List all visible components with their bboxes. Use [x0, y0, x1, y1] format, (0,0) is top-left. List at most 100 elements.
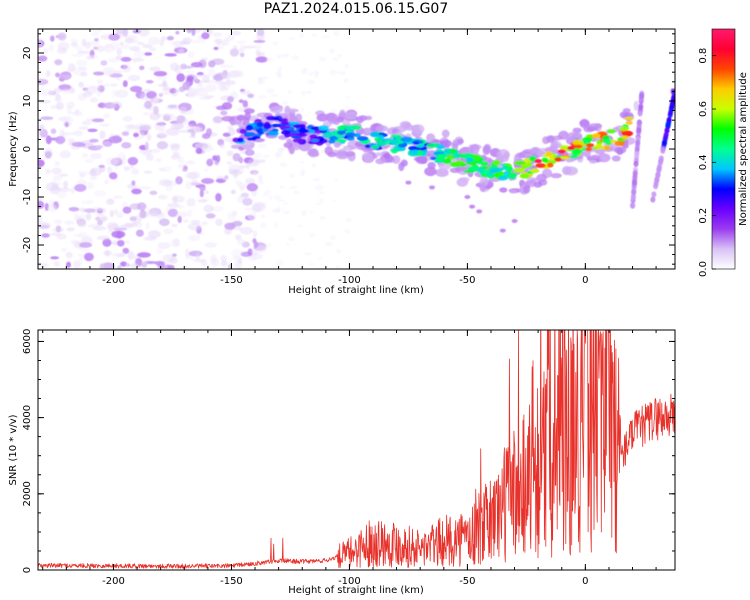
colorbar-frame	[711, 28, 736, 270]
spectrogram-blob	[167, 264, 175, 269]
spectrogram-blob	[519, 173, 530, 179]
spectrogram-blob	[550, 172, 562, 179]
spectrogram-blob	[671, 94, 675, 101]
spectrogram-blob	[125, 263, 131, 267]
spectrogram-blob	[166, 35, 174, 41]
spectrogram-blob	[129, 45, 141, 52]
spectrogram-blob	[157, 242, 171, 250]
spectrogram-blob	[132, 58, 137, 64]
y-tick-label: 0	[22, 146, 33, 152]
spectrogram-y-ticks: 20 10 0 -10 -20	[22, 29, 675, 269]
spectrogram-blob	[184, 70, 196, 74]
spectrogram-blob	[96, 89, 102, 97]
spectrogram-blob	[66, 261, 71, 268]
spectrogram-blob	[190, 219, 201, 225]
spectrogram-blob	[60, 115, 74, 124]
spectrogram-blob	[242, 100, 249, 108]
spectrogram-blob	[182, 168, 188, 172]
x-tick-label: -150	[220, 576, 243, 587]
spectrogram-blob	[173, 89, 182, 93]
spectrogram-blob	[212, 116, 223, 124]
spectrogram-blob	[318, 257, 322, 261]
spectrogram-blob	[188, 91, 196, 99]
spectrogram-blob	[68, 206, 80, 212]
spectrogram-blob	[199, 189, 204, 198]
spectrogram-blob	[545, 150, 553, 157]
spectrogram-blob	[159, 39, 165, 47]
spectrogram-blob	[375, 152, 382, 157]
spectrogram-blob	[77, 170, 89, 176]
spectrogram-blob	[120, 44, 132, 50]
spectrogram-blob	[310, 138, 320, 143]
spectrogram-blob	[339, 109, 346, 119]
spectrogram-blob	[412, 124, 425, 134]
spectrogram-blob	[122, 247, 130, 254]
spectrogram-blob	[281, 53, 290, 58]
spectrogram-blob	[78, 126, 90, 130]
spectrogram-blob	[38, 196, 44, 202]
spectrogram-blob	[389, 138, 399, 145]
spectrogram-blob	[176, 115, 186, 123]
spectrogram-blob	[246, 183, 258, 192]
spectrogram-blob	[99, 130, 106, 140]
spectrogram-blob	[80, 207, 86, 213]
spectrogram-blob	[204, 190, 209, 194]
spectrogram-blob	[116, 47, 122, 56]
spectrogram-blob	[534, 159, 543, 163]
spectrogram-blob	[220, 110, 228, 116]
spectrogram-blob	[492, 160, 501, 166]
colorbar-label: Normalized spectral amplitude	[738, 72, 749, 226]
spectrogram-blob	[509, 189, 517, 194]
spectrogram-blob	[309, 262, 315, 266]
spectrogram-blob	[137, 41, 145, 46]
spectrogram-blob	[143, 170, 153, 174]
spectrogram-blob	[476, 209, 483, 214]
spectrogram-blob	[320, 149, 326, 154]
spectrogram-blob	[275, 260, 284, 266]
spectrogram-blob	[169, 115, 178, 121]
spectrogram-blob	[270, 93, 278, 98]
spectrogram-blob	[220, 64, 234, 68]
spectrogram-blob	[441, 129, 450, 138]
y-tick-label: 20	[22, 47, 33, 60]
spectrogram-blob	[171, 223, 178, 228]
spectrogram-blob	[153, 70, 168, 77]
spectrogram-blob	[196, 199, 208, 203]
spectrogram-blobs	[38, 29, 675, 269]
snr-frame	[37, 329, 676, 571]
spectrogram-blob	[102, 140, 113, 147]
spectrogram-blob	[138, 29, 150, 37]
spectrogram-blob	[239, 226, 254, 235]
spectrogram-blob	[298, 133, 308, 137]
spectrogram-blob	[394, 134, 403, 140]
spectrogram-blob	[426, 133, 436, 143]
spectrogram-blob	[318, 191, 325, 194]
spectrogram-blob	[289, 186, 299, 189]
spectrogram-blob	[564, 166, 578, 176]
spectrogram-blob	[353, 133, 361, 138]
spectrogram-blob	[190, 61, 203, 68]
spectrogram-blob	[142, 43, 153, 49]
spectrogram-blob	[359, 115, 367, 122]
spectrogram-blob	[136, 186, 149, 190]
spectrogram-blob	[187, 51, 194, 59]
spectrogram-blob	[121, 142, 132, 149]
spectrogram-blob	[130, 263, 140, 268]
spectrogram-blob	[108, 172, 118, 180]
spectrogram-blob	[305, 90, 312, 95]
spectrogram-blob	[208, 60, 216, 68]
spectrogram-blob	[288, 37, 296, 41]
spectrogram-blob	[288, 121, 300, 125]
spectrogram-blob	[334, 179, 339, 183]
spectrogram-blob	[106, 166, 113, 174]
spectrogram-blob	[285, 242, 290, 246]
colorbar-ticks: 0.0 0.2 0.4 0.6 0.8	[698, 48, 716, 277]
spectrogram-blob	[54, 59, 63, 66]
spectrogram-blob	[256, 29, 265, 37]
spectrogram-blob	[332, 199, 336, 203]
spectrogram-blob	[95, 144, 104, 149]
spectrogram-blob	[582, 139, 590, 145]
spectrogram-panel: -200 -150 -100 -50 0 20 10 0 -10 -20 Height of s…	[8, 28, 676, 296]
spectrogram-blob	[212, 74, 220, 81]
y-tick-label: -10	[22, 189, 33, 205]
